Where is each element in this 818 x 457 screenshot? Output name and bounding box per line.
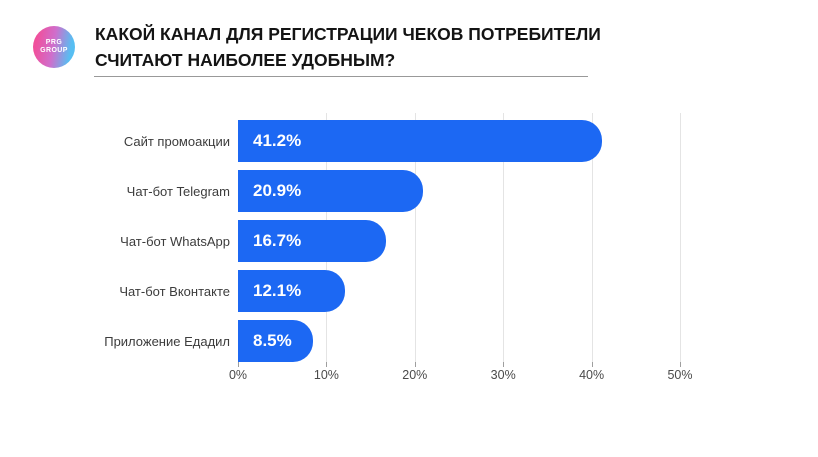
- bar: 12.1%: [238, 270, 345, 312]
- bar: 20.9%: [238, 170, 423, 212]
- category-label: Чат-бот WhatsApp: [120, 233, 230, 249]
- page-title: КАКОЙ КАНАЛ ДЛЯ РЕГИСТРАЦИИ ЧЕКОВ ПОТРЕБ…: [95, 21, 655, 73]
- x-tick-30: [503, 362, 505, 367]
- category-label: Чат-бот Вконтакте: [119, 283, 230, 299]
- x-tick-10: [326, 362, 328, 367]
- gridline-50: [680, 113, 681, 362]
- x-tick-label: 10%: [313, 368, 339, 382]
- title-line-2: СЧИТАЮТ НАИБОЛЕЕ УДОБНЫМ?: [95, 50, 396, 70]
- gridline-40: [591, 113, 593, 362]
- bar: 16.7%: [238, 220, 386, 262]
- logo-line1: PRG: [45, 39, 63, 46]
- bar-value-label: 12.1%: [253, 281, 302, 300]
- category-label: Сайт промоакции: [123, 133, 230, 149]
- gridline-20: [414, 113, 416, 362]
- bar-value-label: 41.2%: [253, 131, 302, 150]
- bar: 8.5%: [238, 320, 314, 362]
- x-tick-0: [238, 362, 239, 367]
- category-label: Приложение Едадил: [104, 333, 230, 349]
- x-tick-label: 20%: [402, 368, 428, 382]
- bar-value-label: 20.9%: [253, 181, 302, 200]
- gridline-30: [503, 113, 505, 362]
- x-tick-40: [591, 362, 593, 367]
- bar-value-label: 16.7%: [253, 231, 302, 250]
- bar: 41.2%: [238, 120, 603, 162]
- x-tick-label: 40%: [579, 368, 605, 382]
- logo-text: PRG GROUP: [40, 39, 68, 55]
- x-tick-20: [414, 362, 416, 367]
- x-tick-label: 50%: [667, 368, 693, 382]
- logo-line2: GROUP: [40, 47, 68, 54]
- x-tick-label: 30%: [490, 368, 516, 382]
- title-divider: [94, 76, 588, 77]
- prg-group-logo: PRG GROUP: [33, 26, 75, 68]
- x-tick-label: 0%: [228, 368, 248, 382]
- x-tick-50: [680, 362, 681, 367]
- title-line-1: КАКОЙ КАНАЛ ДЛЯ РЕГИСТРАЦИИ ЧЕКОВ ПОТРЕБ…: [95, 24, 601, 44]
- bar-value-label: 8.5%: [253, 331, 292, 350]
- category-label: Чат-бот Telegram: [126, 183, 230, 199]
